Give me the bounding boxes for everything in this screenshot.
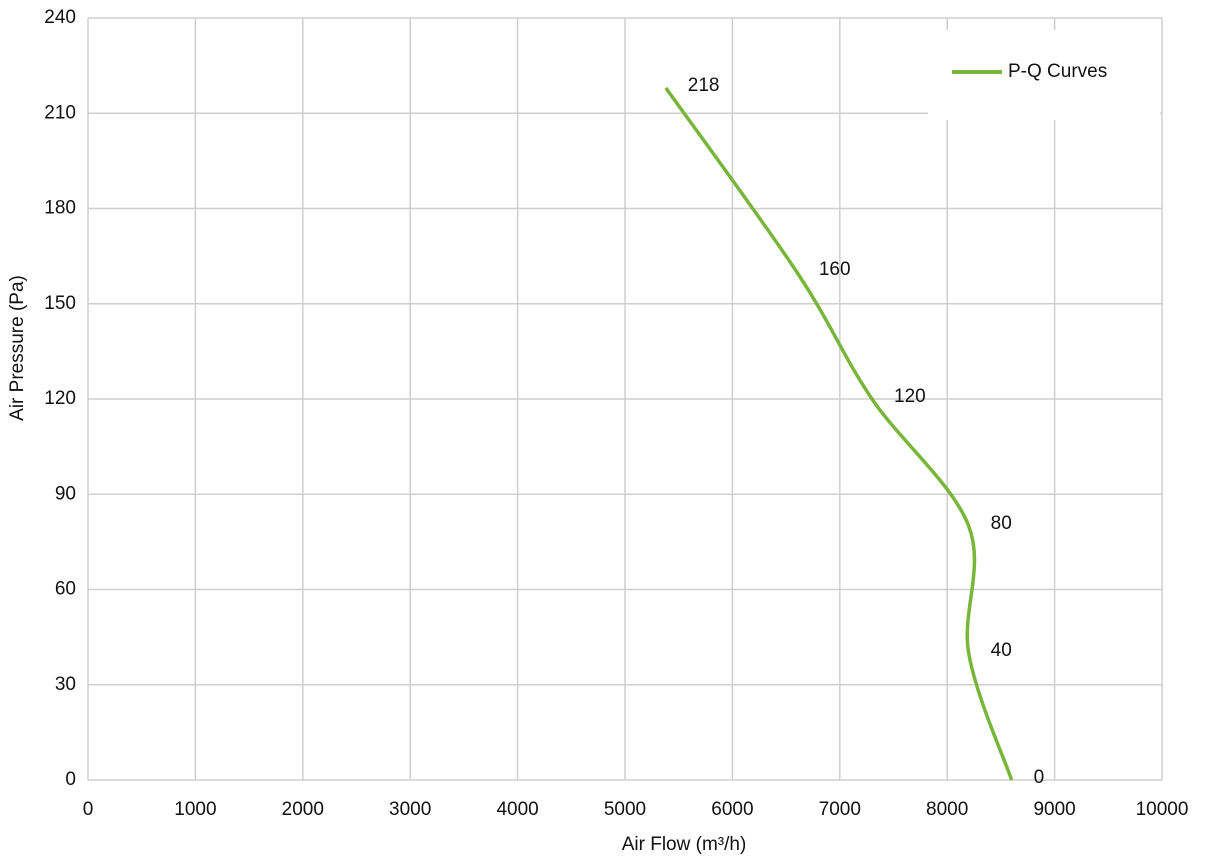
data-line: [664, 86, 1014, 781]
y-tick-label: 0: [65, 769, 76, 790]
y-tick-label: 240: [44, 7, 76, 28]
y-tick-label: 60: [55, 579, 76, 600]
data-label: 0: [1034, 767, 1045, 788]
x-tick-label: 10000: [1136, 799, 1189, 820]
legend-label: P-Q Curves: [1008, 61, 1107, 82]
y-tick-label: 90: [55, 483, 76, 504]
y-tick-label: 150: [44, 293, 76, 314]
data-label: 160: [819, 259, 851, 280]
data-label: 120: [894, 386, 926, 407]
legend-box: [928, 30, 1160, 120]
x-tick-label: 5000: [604, 799, 646, 820]
x-tick-label: 2000: [282, 799, 324, 820]
y-tick-label: 210: [44, 102, 76, 123]
x-tick-label: 6000: [711, 799, 753, 820]
x-tick-label: 8000: [926, 799, 968, 820]
x-tick-label: 4000: [496, 799, 538, 820]
data-label: 218: [688, 75, 720, 96]
x-tick-label: 7000: [819, 799, 861, 820]
data-label: 40: [991, 640, 1012, 661]
data-label: 80: [991, 513, 1012, 534]
x-axis-label: Air Flow (m³/h): [622, 834, 747, 855]
x-tick-label: 0: [83, 799, 94, 820]
y-tick-label: 180: [44, 198, 76, 219]
x-tick-label: 3000: [389, 799, 431, 820]
x-tick-label: 9000: [1033, 799, 1075, 820]
y-tick-label: 30: [55, 674, 76, 695]
y-axis-label: Air Pressure (Pa): [7, 275, 28, 421]
y-tick-label: 120: [44, 388, 76, 409]
x-tick-label: 1000: [174, 799, 216, 820]
